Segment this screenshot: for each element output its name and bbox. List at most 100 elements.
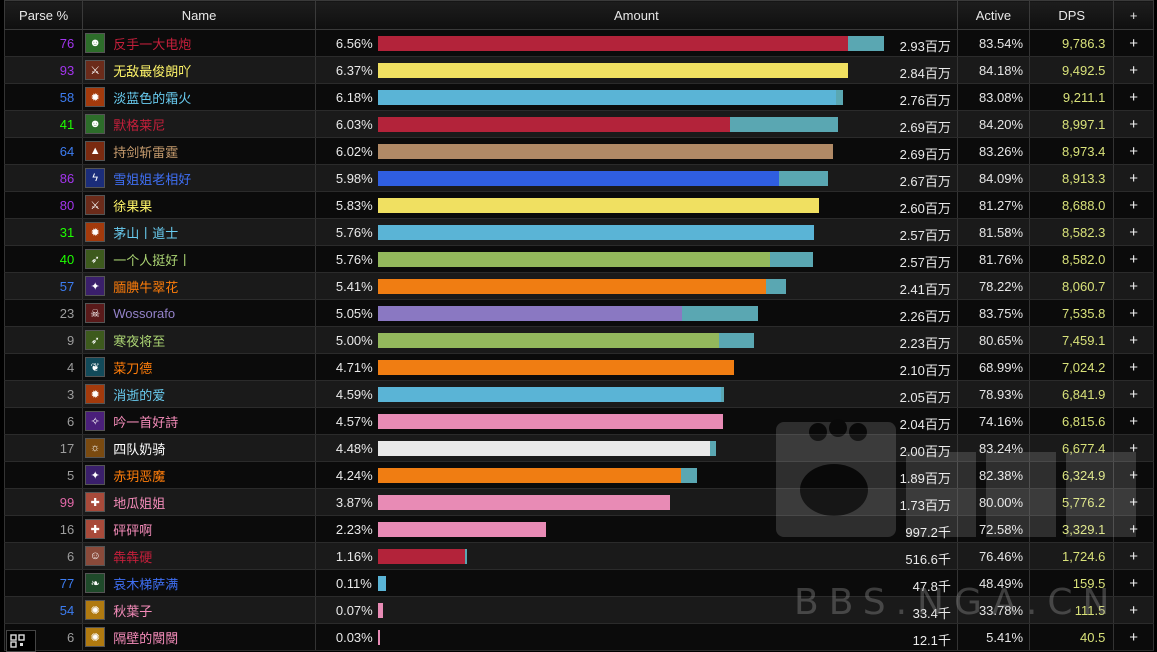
player-name[interactable]: 赤玥恶魔 (113, 468, 166, 484)
table-row[interactable]: 99 ✚ 地瓜姐姐 3.87% 1.73百万 80.00% 5,776.2 + (3, 488, 1154, 516)
table-row[interactable]: 9 ➶ 寒夜将至 5.00% 2.23百万 80.65% 7,459.1 + (3, 326, 1154, 354)
expand-button[interactable]: + (1113, 137, 1154, 165)
expand-button[interactable]: + (1113, 110, 1154, 138)
expand-button[interactable]: + (1113, 515, 1154, 543)
player-name[interactable]: 四队奶骑 (113, 441, 166, 457)
expand-button[interactable]: + (1113, 218, 1154, 246)
name-cell[interactable]: ❧ 哀木梯萨满 (82, 569, 316, 597)
table-row[interactable]: 40 ➶ 一个人挺好丨 5.76% 2.57百万 81.76% 8,582.0 … (3, 245, 1154, 273)
player-name[interactable]: 犇犇硬 (113, 549, 153, 565)
column-header-active[interactable]: Active (956, 0, 1031, 30)
table-row[interactable]: 76 ☻ 反手一大电炮 6.56% 2.93百万 83.54% 9,786.3 … (3, 29, 1154, 57)
name-cell[interactable]: ❦ 菜刀德 (82, 353, 316, 381)
table-row[interactable]: 4 ❦ 菜刀德 4.71% 2.10百万 68.99% 7,024.2 + (3, 353, 1154, 381)
qr-code-icon[interactable] (6, 630, 36, 652)
player-name[interactable]: 茅山丨道士 (113, 225, 179, 241)
name-cell[interactable]: ▲ 持剑斩雷霆 (82, 137, 316, 165)
name-cell[interactable]: ☺ 犇犇硬 (82, 542, 316, 570)
player-name[interactable]: 腼腆牛翠花 (113, 279, 179, 295)
name-cell[interactable]: ✚ 地瓜姐姐 (82, 488, 316, 516)
table-row[interactable]: 57 ✦ 腼腆牛翠花 5.41% 2.41百万 78.22% 8,060.7 + (3, 272, 1154, 300)
name-cell[interactable]: ✺ 隔壁的閿閿 (82, 623, 316, 651)
name-cell[interactable]: ✧ 吟一首好詩 (82, 407, 316, 435)
name-cell[interactable]: ✚ 砰砰啊 (82, 515, 316, 543)
table-row[interactable]: 54 ✺ 秋葉子 0.07% 33.4千 33.78% 111.5 + (3, 596, 1154, 624)
claw-icon: ❦ (85, 357, 106, 377)
name-cell[interactable]: ☻ 反手一大电炮 (82, 29, 316, 57)
table-row[interactable]: 86 ϟ 雪姐姐老相好 5.98% 2.67百万 84.09% 8,913.3 … (3, 164, 1154, 192)
player-name[interactable]: 一个人挺好丨 (113, 252, 192, 268)
player-name[interactable]: 无敌最俊朗吖 (113, 63, 192, 79)
table-row[interactable]: 93 ⚔ 无敌最俊朗吖 6.37% 2.84百万 84.18% 9,492.5 … (3, 56, 1154, 84)
player-name[interactable]: 秋葉子 (113, 603, 153, 619)
column-header-plus[interactable]: + (1113, 0, 1154, 30)
name-cell[interactable]: ☠ Wossorafo (82, 299, 316, 327)
table-row[interactable]: 6 ✺ 隔壁的閿閿 0.03% 12.1千 5.41% 40.5 + (3, 623, 1154, 651)
player-name[interactable]: 隔壁的閿閿 (113, 630, 179, 646)
name-cell[interactable]: ☼ 四队奶骑 (82, 434, 316, 462)
expand-button[interactable]: + (1113, 353, 1154, 381)
player-name[interactable]: 雪姐姐老相好 (113, 171, 192, 187)
name-cell[interactable]: ✺ 秋葉子 (82, 596, 316, 624)
table-row[interactable]: 23 ☠ Wossorafo 5.05% 2.26百万 83.75% 7,535… (3, 299, 1154, 327)
expand-button[interactable]: + (1113, 407, 1154, 435)
player-name[interactable]: 砰砰啊 (113, 522, 153, 538)
player-name[interactable]: 吟一首好詩 (113, 414, 179, 430)
table-row[interactable]: 64 ▲ 持剑斩雷霆 6.02% 2.69百万 83.26% 8,973.4 + (3, 137, 1154, 165)
expand-button[interactable]: + (1113, 380, 1154, 408)
name-cell[interactable]: ✹ 消逝的爱 (82, 380, 316, 408)
player-name[interactable]: 消逝的爱 (113, 387, 166, 403)
player-name[interactable]: 反手一大电炮 (113, 36, 192, 52)
name-cell[interactable]: ➶ 寒夜将至 (82, 326, 316, 354)
table-row[interactable]: 3 ✹ 消逝的爱 4.59% 2.05百万 78.93% 6,841.9 + (3, 380, 1154, 408)
expand-button[interactable]: + (1113, 596, 1154, 624)
player-name[interactable]: 菜刀德 (113, 360, 153, 376)
name-cell[interactable]: ☻ 默格莱尼 (82, 110, 316, 138)
expand-button[interactable]: + (1113, 542, 1154, 570)
name-cell[interactable]: ⚔ 无敌最俊朗吖 (82, 56, 316, 84)
name-cell[interactable]: ✦ 赤玥恶魔 (82, 461, 316, 489)
column-header-parse[interactable]: Parse % (3, 0, 84, 30)
name-cell[interactable]: ✹ 淡蓝色的霜火 (82, 83, 316, 111)
table-row[interactable]: 6 ☺ 犇犇硬 1.16% 516.6千 76.46% 1,724.6 + (3, 542, 1154, 570)
expand-button[interactable]: + (1113, 299, 1154, 327)
expand-button[interactable]: + (1113, 164, 1154, 192)
expand-button[interactable]: + (1113, 191, 1154, 219)
expand-button[interactable]: + (1113, 434, 1154, 462)
expand-button[interactable]: + (1113, 569, 1154, 597)
table-row[interactable]: 5 ✦ 赤玥恶魔 4.24% 1.89百万 82.38% 6,324.9 + (3, 461, 1154, 489)
expand-button[interactable]: + (1113, 83, 1154, 111)
column-header-dps[interactable]: DPS (1029, 0, 1115, 30)
player-name[interactable]: 地瓜姐姐 (113, 495, 166, 511)
player-name[interactable]: 持剑斩雷霆 (113, 144, 179, 160)
expand-button[interactable]: + (1113, 326, 1154, 354)
table-row[interactable]: 16 ✚ 砰砰啊 2.23% 997.2千 72.58% 3,329.1 + (3, 515, 1154, 543)
expand-button[interactable]: + (1113, 623, 1154, 651)
player-name[interactable]: 寒夜将至 (113, 333, 166, 349)
expand-button[interactable]: + (1113, 56, 1154, 84)
player-name[interactable]: 哀木梯萨满 (113, 576, 179, 592)
player-name[interactable]: Wossorafo (113, 305, 176, 321)
player-name[interactable]: 淡蓝色的霜火 (113, 90, 192, 106)
player-name[interactable]: 徐果果 (113, 198, 153, 214)
expand-button[interactable]: + (1113, 245, 1154, 273)
table-row[interactable]: 41 ☻ 默格莱尼 6.03% 2.69百万 84.20% 8,997.1 + (3, 110, 1154, 138)
table-row[interactable]: 77 ❧ 哀木梯萨满 0.11% 47.8千 48.49% 159.5 + (3, 569, 1154, 597)
expand-button[interactable]: + (1113, 29, 1154, 57)
column-header-name[interactable]: Name (82, 0, 316, 30)
table-row[interactable]: 58 ✹ 淡蓝色的霜火 6.18% 2.76百万 83.08% 9,211.1 … (3, 83, 1154, 111)
name-cell[interactable]: ⚔ 徐果果 (82, 191, 316, 219)
table-row[interactable]: 17 ☼ 四队奶骑 4.48% 2.00百万 83.24% 6,677.4 + (3, 434, 1154, 462)
column-header-amount[interactable]: Amount (314, 0, 958, 30)
expand-button[interactable]: + (1113, 272, 1154, 300)
name-cell[interactable]: ✹ 茅山丨道士 (82, 218, 316, 246)
table-row[interactable]: 6 ✧ 吟一首好詩 4.57% 2.04百万 74.16% 6,815.6 + (3, 407, 1154, 435)
player-name[interactable]: 默格莱尼 (113, 117, 166, 133)
table-row[interactable]: 80 ⚔ 徐果果 5.83% 2.60百万 81.27% 8,688.0 + (3, 191, 1154, 219)
table-row[interactable]: 31 ✹ 茅山丨道士 5.76% 2.57百万 81.58% 8,582.3 + (3, 218, 1154, 246)
name-cell[interactable]: ➶ 一个人挺好丨 (82, 245, 316, 273)
expand-button[interactable]: + (1113, 461, 1154, 489)
name-cell[interactable]: ϟ 雪姐姐老相好 (82, 164, 316, 192)
name-cell[interactable]: ✦ 腼腆牛翠花 (82, 272, 316, 300)
expand-button[interactable]: + (1113, 488, 1154, 516)
